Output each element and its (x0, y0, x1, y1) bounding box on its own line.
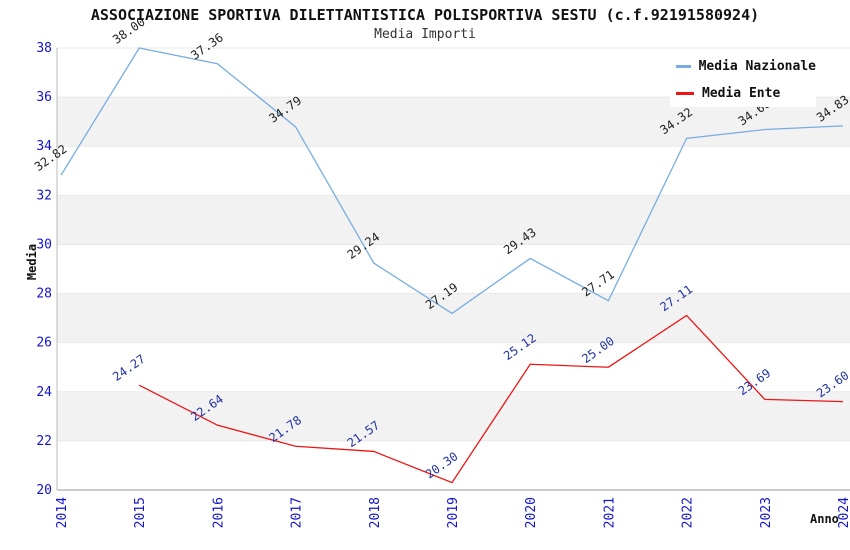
legend-item-ente: Media Ente (670, 80, 816, 107)
legend: Media Nazionale Media Ente (670, 53, 816, 107)
plot-band (57, 342, 850, 392)
x-tick-label: 2017 (290, 497, 305, 528)
x-tick-label: 2018 (368, 497, 383, 528)
x-tick-label: 2024 (837, 497, 850, 528)
y-tick-label: 26 (36, 336, 52, 351)
legend-line-swatch-nazionale (676, 65, 691, 68)
series-line-nazionale (60, 47, 844, 315)
x-tick-label: 2020 (524, 497, 539, 528)
y-tick-label: 24 (36, 385, 52, 400)
x-tick-label: 2021 (602, 497, 617, 528)
y-tick-label: 28 (36, 287, 52, 302)
chart-title: ASSOCIAZIONE SPORTIVA DILETTANTISTICA PO… (90, 6, 760, 24)
x-axis-title: Anno (810, 512, 839, 526)
y-tick-label: 36 (36, 90, 52, 105)
y-tick-label: 22 (36, 434, 52, 449)
data-point-label: 38.00 (110, 15, 148, 47)
y-tick-label: 20 (36, 483, 52, 498)
plot-band (57, 391, 850, 441)
plot-band (57, 293, 850, 343)
series-line-ente (138, 314, 844, 484)
chart-subtitle: Media Importi (374, 27, 476, 42)
y-tick-label: 32 (36, 188, 52, 203)
plot-band (57, 440, 850, 490)
legend-label-ente: Media Ente (702, 86, 781, 101)
y-tick-label: 38 (36, 41, 52, 56)
y-tick-label: 30 (36, 237, 52, 252)
x-tick-label: 2023 (759, 497, 774, 528)
legend-line-swatch-ente (676, 92, 694, 95)
y-tick-label: 34 (36, 139, 52, 154)
x-tick-label: 2019 (446, 497, 461, 528)
x-tick-label: 2022 (681, 497, 696, 528)
x-tick-label: 2016 (211, 497, 226, 528)
y-axis-title: Media (25, 243, 40, 281)
legend-label-nazionale: Media Nazionale (698, 59, 816, 74)
plot-band (57, 244, 850, 294)
x-tick-label: 2014 (55, 497, 70, 528)
plot-band (57, 195, 850, 245)
legend-item-nazionale: Media Nazionale (670, 53, 816, 80)
plot-band (57, 146, 850, 196)
x-tick-label: 2015 (133, 497, 148, 528)
